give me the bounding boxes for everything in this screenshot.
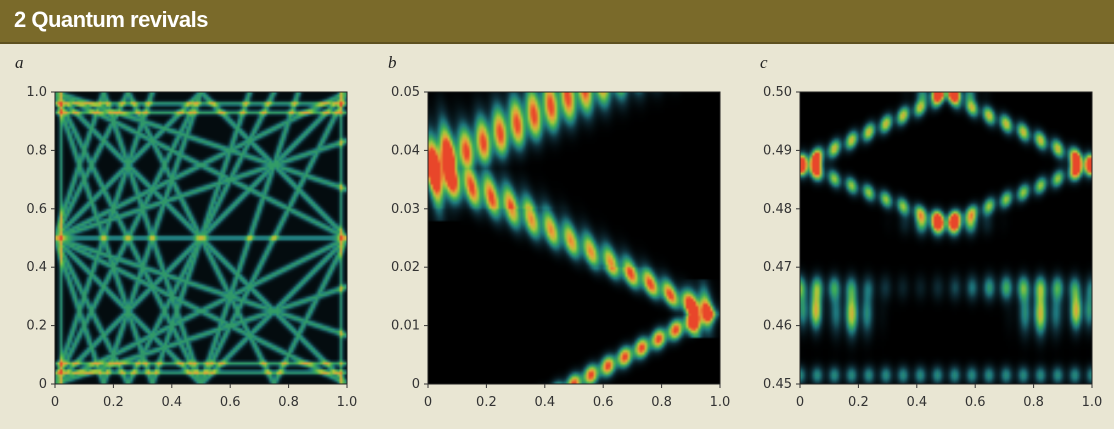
y-tick-label: 0.50 <box>763 85 792 100</box>
x-tick-label: 0 <box>51 395 59 410</box>
y-tick-label: 0.05 <box>391 85 420 100</box>
y-tick-label: 0 <box>412 377 420 392</box>
panel-label-c: c <box>760 53 768 72</box>
heatmap-image-b <box>428 92 720 384</box>
x-tick-label: 0.2 <box>103 395 124 410</box>
x-tick-label: 0.6 <box>593 395 614 410</box>
figure-title: 2 Quantum revivals <box>14 7 208 32</box>
panel-label-b: b <box>388 53 397 72</box>
y-tick-label: 0.47 <box>763 260 792 275</box>
y-tick-label: 0.6 <box>26 202 47 217</box>
plot-frame-c <box>799 91 1093 385</box>
x-tick-label: 0.8 <box>1023 395 1044 410</box>
y-tick-label: 0.8 <box>26 143 47 158</box>
panel-label-a: a <box>15 53 24 72</box>
x-tick-label: 0 <box>424 395 432 410</box>
x-tick-label: 1.0 <box>337 395 358 410</box>
x-tick-label: 0.4 <box>534 395 555 410</box>
title-bar: 2 Quantum revivals <box>0 0 1114 44</box>
x-tick-label: 0.4 <box>161 395 182 410</box>
heatmap-image-a <box>55 92 347 384</box>
x-tick-label: 0.2 <box>476 395 497 410</box>
y-tick-label: 0.4 <box>26 260 47 275</box>
chart-panel-b: b 0 0.2 0.4 0.6 0.8 1.0 0 0.01 0.02 0.03 0.04 0.05 <box>388 53 730 410</box>
y-tick-label: 0 <box>39 377 47 392</box>
y-tick-label: 0.04 <box>391 143 420 158</box>
heatmap-image-c <box>800 92 1092 384</box>
y-tick-label: 0.46 <box>763 319 792 334</box>
y-tick-label: 0.48 <box>763 202 792 217</box>
x-tick-label: 0.6 <box>965 395 986 410</box>
y-tick-label: 0.45 <box>763 377 792 392</box>
y-tick-label: 0.49 <box>763 143 792 158</box>
y-tick-label: 0.03 <box>391 202 420 217</box>
x-tick-label: 0.8 <box>278 395 299 410</box>
y-tick-label: 0.2 <box>26 319 47 334</box>
x-tick-label: 1.0 <box>1082 395 1103 410</box>
chart-panel-a: a 0 0.2 0.4 0.6 0.8 1.0 0 0.2 0.4 0.6 0.8 1.0 <box>15 53 357 410</box>
x-tick-label: 0.4 <box>906 395 927 410</box>
x-tick-label: 0.8 <box>651 395 672 410</box>
y-tick-label: 0.01 <box>391 319 420 334</box>
plot-frame-a <box>54 91 348 385</box>
x-tick-label: 0.2 <box>848 395 869 410</box>
y-tick-label: 0.02 <box>391 260 420 275</box>
plot-frame-b <box>427 91 721 385</box>
x-tick-label: 0.6 <box>220 395 241 410</box>
x-tick-label: 1.0 <box>710 395 731 410</box>
x-tick-label: 0 <box>796 395 804 410</box>
chart-panel-c: c 0 0.2 0.4 0.6 0.8 1.0 0.45 0.46 0.47 0.48 0.49 0.5… <box>760 53 1102 410</box>
y-tick-label: 1.0 <box>26 85 47 100</box>
